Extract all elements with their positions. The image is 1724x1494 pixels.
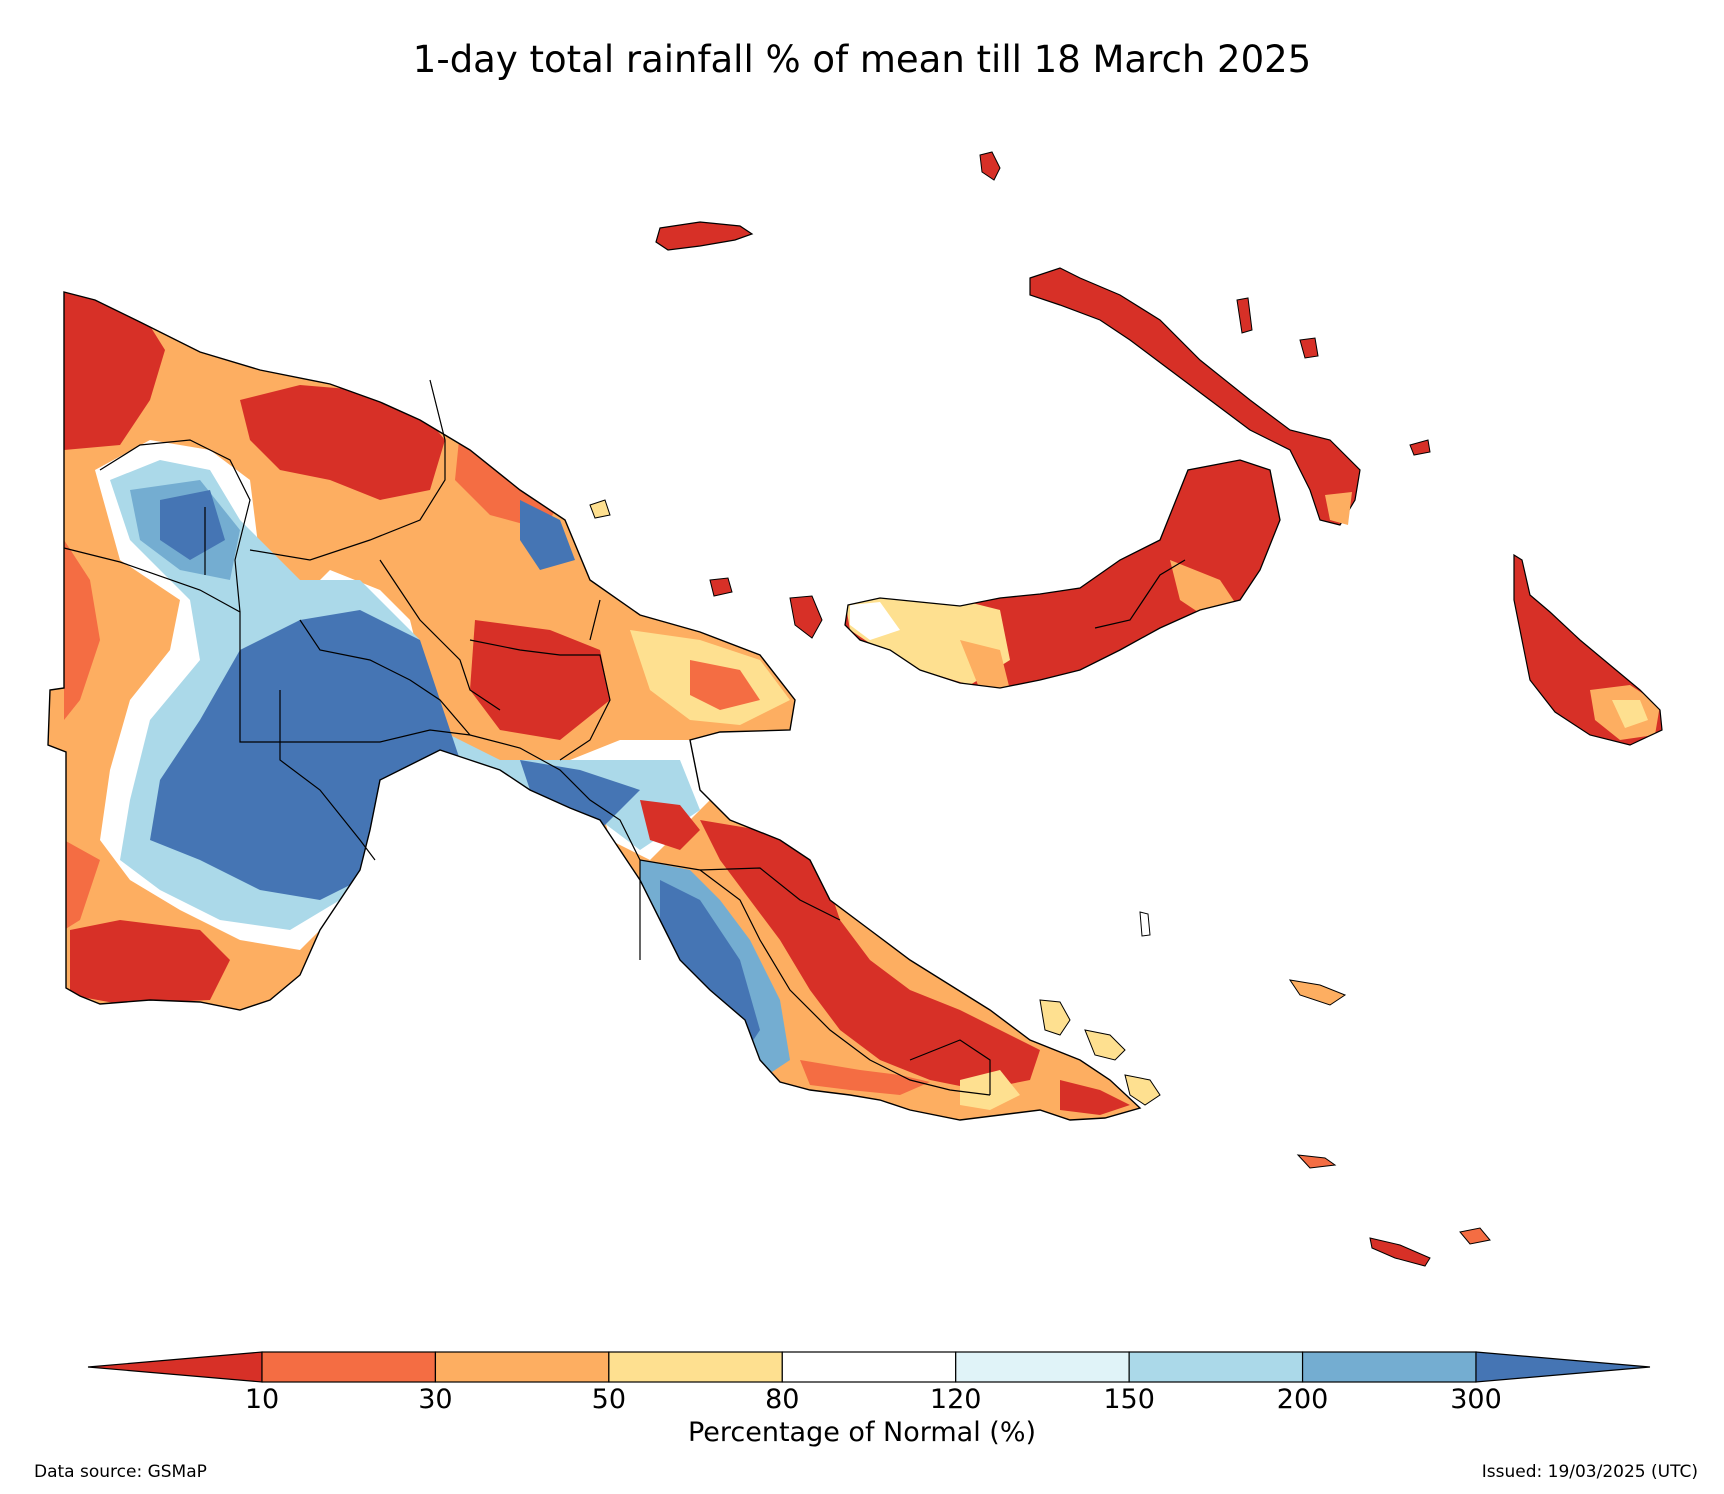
map-title: 1-day total rainfall % of mean till 18 M… <box>412 38 1312 81</box>
colorbar-tick-label: 50 <box>591 1384 627 1415</box>
trobriand-island <box>1288 979 1347 1006</box>
data-source: Data source: GSMaP <box>34 1462 207 1482</box>
misima-island <box>1139 911 1151 937</box>
rossel-island <box>1459 1227 1491 1245</box>
mainland-coastline <box>47 291 1142 1121</box>
small-island-7 <box>589 499 611 519</box>
small-island-5 <box>789 595 823 639</box>
colorbar-tick-label: 300 <box>1450 1384 1502 1415</box>
bougainville-coastline <box>1513 553 1663 746</box>
goodenough-island <box>1039 999 1071 1036</box>
colorbar-extend-high <box>1475 1351 1651 1383</box>
normanby-island <box>1124 1074 1161 1106</box>
colorbar-tick-label: 120 <box>929 1384 982 1415</box>
small-island-2 <box>1299 337 1319 359</box>
sudest-island <box>1369 1237 1431 1267</box>
issued-date: Issued: 19/03/2025 (UTC) <box>1481 1462 1698 1482</box>
colorbar-tick-label: 80 <box>765 1384 800 1415</box>
colorbar-segment <box>1301 1351 1477 1383</box>
new-britain-province-line <box>1094 559 1186 629</box>
small-island-6 <box>1409 439 1431 456</box>
colorbar-extend-low <box>87 1351 263 1383</box>
colorbar-segment <box>261 1351 437 1383</box>
small-island-1 <box>979 151 1001 181</box>
colorbar-tick-label: 150 <box>1103 1384 1155 1415</box>
colorbar-segment <box>434 1351 610 1383</box>
province-boundaries <box>63 379 991 1096</box>
colorbar-label: Percentage of Normal (%) <box>687 1417 1037 1448</box>
colorbar-segment <box>955 1351 1130 1383</box>
fergusson-island <box>1084 1029 1126 1061</box>
manus-island-rainfall <box>655 221 754 251</box>
woodlark-island <box>1296 1154 1337 1169</box>
colorbar-segment <box>781 1351 957 1383</box>
small-island-4 <box>709 577 733 597</box>
colorbar-segment <box>608 1351 783 1383</box>
small-island-3 <box>1236 297 1253 334</box>
colorbar-segment <box>1128 1351 1304 1383</box>
colorbar-tick-label: 200 <box>1276 1384 1329 1415</box>
colorbar-tick-label: 30 <box>418 1384 453 1415</box>
colorbar-tick-label: 10 <box>244 1384 280 1415</box>
new-ireland-south-patch <box>1325 492 1352 525</box>
new-britain-coastline <box>844 459 1281 689</box>
